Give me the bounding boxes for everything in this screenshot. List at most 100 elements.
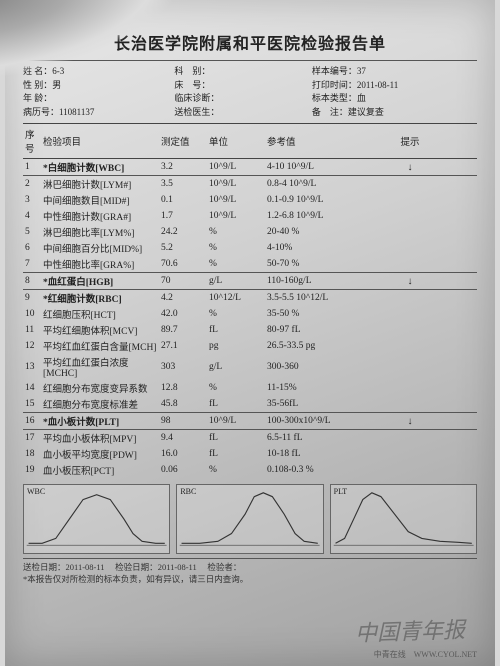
cell-no: 7 [23,259,43,269]
cell-item: 平均红血红蛋白含量[MCH] [43,339,161,353]
table-row: 19血小板压积[PCT]0.06%0.108-0.3 % [23,462,477,478]
divider [23,60,477,61]
cell-no: 11 [23,325,43,335]
cell-item: 淋巴细胞计数[LYM#] [43,177,161,191]
cell-item: 淋巴细胞比率[LYM%] [43,225,161,239]
cell-ref: 20-40 % [267,227,397,237]
table-body: 1*白细胞计数[WBC]3.210^9/L4-10 10^9/L↓2淋巴细胞计数… [23,159,477,478]
watermark-sub: 中青在线 WWW.CYOL.NET [374,649,477,660]
cell-unit: % [209,465,267,475]
chart-label: RBC [180,487,196,496]
chart-plt: PLT [330,484,477,554]
cell-ref: 3.5-5.5 10^12/L [267,293,397,303]
table-row: 14红细胞分布宽度变异系数12.8%11-15% [23,380,477,396]
cell-ref: 50-70 % [267,259,397,269]
cell-no: 17 [23,433,43,443]
chart-curve [182,493,318,544]
cell-ref: 4-10% [267,243,397,253]
col-val: 测定值 [161,134,209,148]
cell-unit: % [209,243,267,253]
footer-line1: 送检日期：2011-08-11 检验日期：2011-08-11 检验者： [23,562,477,574]
cell-val: 89.7 [161,325,209,335]
cell-val: 27.1 [161,341,209,351]
sample-no-field: 样本编号：37 [312,65,477,79]
report-paper: 长治医学院附属和平医院检验报告单 姓 名：6-3 科 别： 样本编号：37 性 … [5,0,495,666]
cell-item: 中性细胞比率[GRA%] [43,257,161,271]
cell-ref: 35-56fL [267,399,397,409]
cell-ref: 0.1-0.9 10^9/L [267,195,397,205]
cell-no: 13 [23,362,43,372]
cell-unit: % [209,227,267,237]
table-row: 11平均红细胞体积[MCV]89.7fL80-97 fL [23,322,477,338]
sex-field: 性 别：男 [23,79,174,93]
cell-val: 9.4 [161,433,209,443]
cell-item: 血小板压积[PCT] [43,463,161,477]
cell-unit: fL [209,433,267,443]
patient-block: 姓 名：6-3 科 别： 样本编号：37 性 别：男 床 号： 打印时间：201… [23,65,477,119]
cell-val: 42.0 [161,309,209,319]
cell-val: 70 [161,276,209,286]
cell-val: 45.8 [161,399,209,409]
cell-no: 4 [23,211,43,221]
sample-type-field: 标本类型：血 [312,92,477,106]
table-row: 7中性细胞比率[GRA%]70.6%50-70 % [23,256,477,273]
table-row: 12平均红血红蛋白含量[MCH]27.1pg26.5-33.5 pg [23,338,477,354]
cell-ref: 110-160g/L [267,276,397,286]
cell-item: *白细胞计数[WBC] [43,160,161,174]
cell-ref: 10-18 fL [267,449,397,459]
sender-field: 送检医生： [174,106,312,120]
cell-no: 10 [23,309,43,319]
cell-no: 18 [23,449,43,459]
cell-flag: ↓ [397,416,423,427]
table-row: 13平均红血红蛋白浓度[MCHC]303g/L300-360 [23,354,477,380]
cell-val: 3.5 [161,179,209,189]
cell-unit: 10^12/L [209,293,267,303]
bed-field: 床 号： [174,79,312,93]
cell-val: 16.0 [161,449,209,459]
cell-val: 70.6 [161,259,209,269]
cell-item: 红细胞压积[HCT] [43,307,161,321]
cell-unit: % [209,383,267,393]
cell-ref: 80-97 fL [267,325,397,335]
cell-no: 15 [23,399,43,409]
note-field: 备 注：建议复查 [312,106,477,120]
table-row: 4中性细胞计数[GRA#]1.710^9/L1.2-6.8 10^9/L [23,208,477,224]
cell-val: 0.1 [161,195,209,205]
cell-unit: fL [209,449,267,459]
cell-no: 19 [23,465,43,475]
age-field: 年 龄： [23,92,174,106]
chart-rbc: RBC [176,484,323,554]
cell-ref: 6.5-11 fL [267,433,397,443]
cell-item: *红细胞计数[RBC] [43,291,161,305]
cell-val: 4.2 [161,293,209,303]
diag-field: 临床诊断： [174,92,312,106]
cell-item: 中间细胞数目[MID#] [43,193,161,207]
table-row: 8*血红蛋白[HGB]70g/L110-160g/L↓ [23,273,477,290]
table-row: 16*血小板计数[PLT]9810^9/L100-300x10^9/L↓ [23,413,477,430]
cell-ref: 300-360 [267,362,397,372]
cell-ref: 35-50 % [267,309,397,319]
col-ref: 参考值 [267,134,397,148]
cell-no: 8 [23,276,43,286]
cell-val: 1.7 [161,211,209,221]
chart-curve [29,495,165,544]
cell-unit: 10^9/L [209,416,267,426]
footer: 送检日期：2011-08-11 检验日期：2011-08-11 检验者： *本报… [23,558,477,586]
cell-ref: 100-300x10^9/L [267,416,397,426]
cell-unit: pg [209,341,267,351]
cell-ref: 11-15% [267,383,397,393]
cell-flag: ↓ [397,162,423,173]
chart-label: PLT [334,487,348,496]
cell-unit: 10^9/L [209,162,267,172]
cell-no: 6 [23,243,43,253]
cell-val: 24.2 [161,227,209,237]
footer-line2: *本报告仅对所检测的标本负责，如有异议，请三日内查询。 [23,574,477,586]
chart-curve [335,493,471,544]
cell-ref: 4-10 10^9/L [267,162,397,172]
cell-no: 5 [23,227,43,237]
cell-item: 平均红血红蛋白浓度[MCHC] [43,355,161,379]
cell-no: 2 [23,179,43,189]
cell-unit: g/L [209,362,267,372]
cell-val: 3.2 [161,162,209,172]
print-time-field: 打印时间：2011-08-11 [312,79,477,93]
